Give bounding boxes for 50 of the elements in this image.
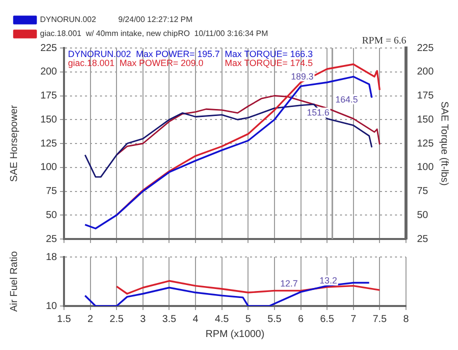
y2-tick-label: 200 <box>417 66 434 78</box>
y-tick-label: 175 <box>40 90 58 102</box>
x-tick-label: 2.5 <box>110 314 124 325</box>
x-tick-label: 6.5 <box>320 314 334 325</box>
legend-label: DYNORUN.002 9/24/00 12:27:12 PM <box>40 15 193 24</box>
legend-label: giac.18.001 w/ 40mm intake, new chipRO 10/11/00 3:16:34 PM <box>40 29 268 38</box>
annotation: giac.18.001 Max POWER= 209.0 <box>68 58 204 68</box>
annotation: 189.3 <box>291 71 314 82</box>
x-tick-label: 7 <box>350 314 357 325</box>
x-tick-label: 1.5 <box>57 314 72 325</box>
annotation: Max TORQUE= 174.5 <box>224 58 313 68</box>
x-axis-title: RPM (x1000) <box>206 328 264 340</box>
x-tick-label: 7.5 <box>372 314 388 325</box>
y2-tick-label: 150 <box>417 114 434 126</box>
y-tick-label: 225 <box>40 42 58 54</box>
y-tick-label: 200 <box>40 66 58 78</box>
x-tick-label: 4 <box>192 314 199 325</box>
y-tick-label: 25 <box>46 234 58 245</box>
y-tick-label: 125 <box>40 138 58 150</box>
y2-tick-label: 225 <box>417 42 434 54</box>
y2-tick-label: 175 <box>417 90 434 102</box>
x-tick-label: 8 <box>403 314 410 325</box>
y-tick-label: 18 <box>46 252 58 263</box>
x-tick-label: 6 <box>298 314 304 325</box>
x-tick-label: 4.5 <box>214 314 230 325</box>
y-axis-title: SAE Horsepower <box>8 104 20 182</box>
y2-tick-label: 100 <box>417 162 434 174</box>
y2-tick-label: 50 <box>417 210 429 221</box>
y2-axis-title: SAE Torque (ft-lbs) <box>438 101 450 186</box>
x-tick-label: 3.5 <box>162 314 177 325</box>
y2-tick-label: 25 <box>417 234 429 245</box>
x-tick-label: 5 <box>245 314 252 325</box>
annotation: 151.6 <box>306 108 330 118</box>
x-tick-label: 5.5 <box>268 314 282 325</box>
y-tick-label: 10 <box>46 300 58 312</box>
y-tick-label: 100 <box>40 162 58 174</box>
annotation: DYNORUN.002 Max POWER= 195.7 <box>68 48 220 59</box>
y-tick-label: 75 <box>46 186 58 197</box>
y2-tick-label: 75 <box>417 186 429 197</box>
ref-line-label: RPM = 6.6 <box>362 36 406 47</box>
annotation: 164.5 <box>335 94 358 104</box>
annotation: Max TORQUE= 166.3 <box>224 48 313 59</box>
annotation: 12.7 <box>280 278 298 288</box>
x-tick-label: 2 <box>88 314 94 325</box>
y2-tick-label: 125 <box>417 138 434 150</box>
y-tick-label: 150 <box>40 114 58 126</box>
y-axis-title: Air Fuel Ratio <box>8 250 20 312</box>
y-tick-label: 50 <box>46 210 58 221</box>
annotation: 13.2 <box>320 275 338 286</box>
x-tick-label: 3 <box>140 314 146 325</box>
